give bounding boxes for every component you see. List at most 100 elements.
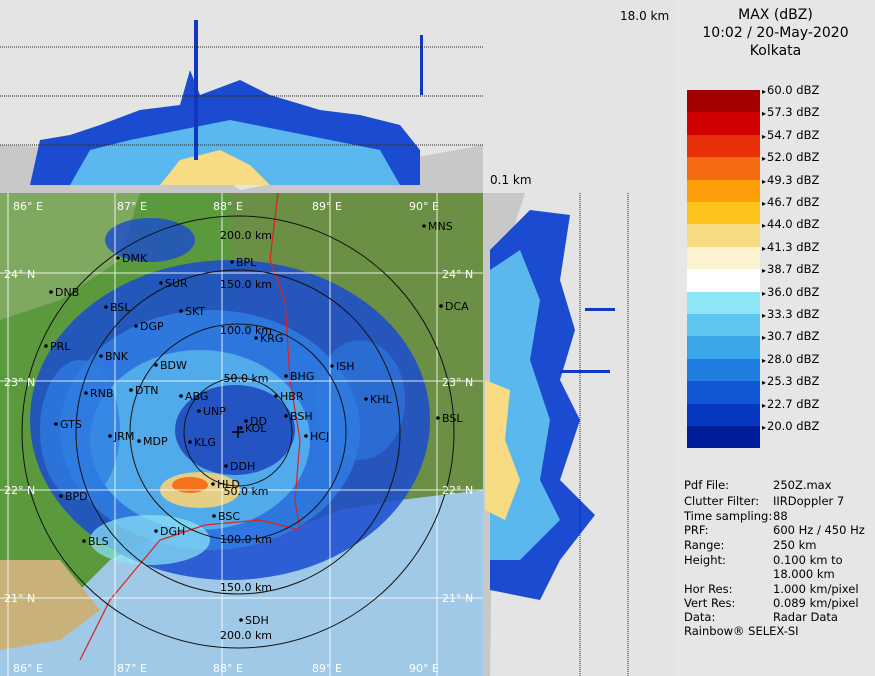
station-marker	[330, 364, 334, 368]
legend-swatch	[687, 291, 760, 314]
station-marker	[49, 290, 53, 294]
station-marker	[179, 394, 183, 398]
info-key: Clutter Filter:	[684, 494, 760, 508]
station-marker	[197, 409, 201, 413]
info-value: 600 Hz / 450 Hz	[773, 523, 865, 537]
lon-label-bottom: 88° E	[213, 662, 243, 675]
station-marker	[129, 388, 133, 392]
station-title: Kolkata	[749, 43, 802, 59]
range-ring-label: 100.0 km	[220, 533, 272, 546]
footer-credit: Rainbow® SELEX-SI	[684, 624, 799, 638]
legend-level-label: 20.0 dBZ	[762, 419, 819, 433]
legend-level-label: 25.3 dBZ	[762, 374, 819, 388]
range-ring-label: 200.0 km	[220, 629, 272, 642]
info-value: 0.100 km to	[773, 553, 843, 567]
station-marker	[422, 224, 426, 228]
axis-labels: 86° E 87° E 88° E 89° E 90° E 86° E 87° E 88° E…	[4, 200, 473, 675]
station-label: RNB	[90, 387, 113, 400]
info-key: Data:	[684, 610, 716, 624]
legend-level-label: 30.7 dBZ	[762, 329, 819, 343]
lon-label-top: 86° E	[13, 200, 43, 213]
station-label: BHG	[290, 370, 314, 383]
station-label: BDW	[160, 359, 187, 372]
legend-swatch	[687, 336, 760, 359]
lat-label-left: 22° N	[4, 484, 35, 497]
legend-swatch	[687, 381, 760, 404]
station-marker	[304, 434, 308, 438]
legend-level-label: 54.7 dBZ	[762, 128, 819, 142]
station-marker	[44, 344, 48, 348]
station-marker	[154, 529, 158, 533]
range-ring-label: 150.0 km	[220, 581, 272, 594]
lat-label-left: 24° N	[4, 268, 35, 281]
station-marker	[134, 324, 138, 328]
station-label: DTN	[135, 384, 158, 397]
station-label: KHL	[370, 393, 392, 406]
station-label: KRG	[260, 332, 283, 345]
station-marker	[212, 514, 216, 518]
lon-label-bottom: 89° E	[312, 662, 342, 675]
station-marker	[154, 363, 158, 367]
map-hill-west	[0, 193, 140, 320]
station-label: KLG	[194, 436, 216, 449]
lat-label-left: 21° N	[4, 592, 35, 605]
info-value: 18.000 km	[773, 567, 835, 581]
right-section-profile	[483, 193, 629, 676]
range-ring-label: 100.0 km	[220, 324, 272, 337]
lat-label-left: 23° N	[4, 376, 35, 389]
info-value: IIRDoppler 7	[773, 494, 845, 508]
info-value: Radar Data	[773, 610, 838, 624]
station-marker	[59, 494, 63, 498]
legend-swatch	[687, 224, 760, 247]
station-label: BSH	[290, 410, 313, 423]
legend-swatch	[687, 134, 760, 158]
info-key: Pdf File:	[684, 478, 730, 492]
station-label: BSL	[110, 301, 131, 314]
range-ring	[129, 323, 347, 541]
station-label: SDH	[245, 614, 269, 627]
station-label: HCJ	[310, 430, 329, 443]
legend-swatch	[687, 269, 760, 292]
radar-composite-image: 50.0 km 50.0 km 100.0 km 150.0 km 200.0 km 10…	[0, 0, 676, 676]
lon-label-bottom: 90° E	[409, 662, 439, 675]
legend-level-label: 44.0 dBZ	[762, 217, 819, 231]
legend-level-label: 38.7 dBZ	[762, 262, 819, 276]
station-marker	[254, 336, 258, 340]
legend-swatch-column	[687, 90, 760, 449]
legend-level-label: 60.0 dBZ	[762, 83, 819, 97]
station-label: DDH	[230, 460, 255, 473]
station-label: BSL	[442, 412, 463, 425]
info-value: 250 km	[773, 538, 817, 552]
station-label: PRL	[50, 340, 71, 353]
station-label: KOL	[245, 422, 267, 435]
station-marker	[224, 464, 228, 468]
station-marker	[274, 394, 278, 398]
station-marker	[284, 374, 288, 378]
station-marker	[284, 414, 288, 418]
top-section-profile	[0, 20, 483, 193]
station-label: SUR	[165, 277, 188, 290]
station-marker	[116, 256, 120, 260]
station-label: SKT	[185, 305, 205, 318]
range-ring	[183, 377, 293, 487]
legend-swatch	[687, 246, 760, 270]
info-key: Hor Res:	[684, 582, 733, 596]
bottom-height-label: 0.1 km	[490, 173, 532, 187]
station-label: GTS	[60, 418, 82, 431]
legend-swatch	[687, 426, 760, 449]
legend-level-label: 49.3 dBZ	[762, 173, 819, 187]
top-height-label: 18.0 km	[620, 9, 669, 23]
station-marker	[188, 440, 192, 444]
station-marker	[82, 539, 86, 543]
station-marker	[179, 309, 183, 313]
station-marker	[108, 434, 112, 438]
range-rings: 50.0 km 50.0 km 100.0 km 150.0 km 200.0 km 10…	[21, 215, 455, 649]
lat-label-right: 23° N	[442, 376, 473, 389]
station-marker	[137, 439, 141, 443]
station-marker	[104, 305, 108, 309]
station-marker	[211, 482, 215, 486]
range-ring-label: 50.0 km	[223, 372, 268, 385]
lon-label-bottom: 86° E	[13, 662, 43, 675]
lon-label-top: 88° E	[213, 200, 243, 213]
legend-swatch	[687, 157, 760, 180]
